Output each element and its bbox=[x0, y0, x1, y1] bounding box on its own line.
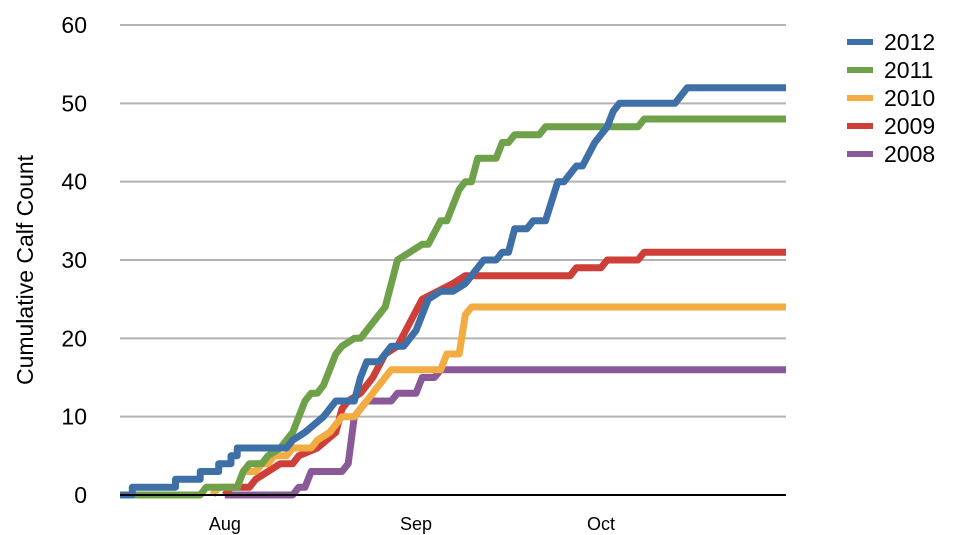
x-tick-label-aug: Aug bbox=[209, 514, 241, 534]
legend-label-2009: 2009 bbox=[884, 113, 935, 139]
axes: 0 10 20 30 40 50 60 Aug Sep Oct Cumulative Calf Co… bbox=[12, 12, 786, 534]
y-tick-label-60: 60 bbox=[61, 12, 87, 38]
y-tick-label-10: 10 bbox=[61, 404, 87, 430]
y-tick-label-40: 40 bbox=[61, 169, 87, 195]
series-line-2011 bbox=[132, 115, 786, 499]
series-line-2012 bbox=[120, 84, 786, 499]
legend-label-2008: 2008 bbox=[884, 141, 935, 167]
y-axis-label: Cumulative Calf Count bbox=[12, 154, 38, 385]
y-tick-label-30: 30 bbox=[61, 247, 87, 273]
series-line-2010 bbox=[209, 303, 786, 498]
series-layer bbox=[120, 84, 786, 499]
y-tick-label-20: 20 bbox=[61, 325, 87, 351]
x-tick-label-sep: Sep bbox=[400, 514, 432, 534]
legend-label-2011: 2011 bbox=[884, 57, 933, 83]
legend-label-2010: 2010 bbox=[884, 85, 935, 111]
y-tick-label-0: 0 bbox=[74, 482, 87, 508]
series-line-2009 bbox=[222, 248, 786, 498]
y-tick-label-50: 50 bbox=[61, 90, 87, 116]
gridlines bbox=[120, 24, 786, 418]
legend-label-2012: 2012 bbox=[884, 29, 935, 55]
x-tick-label-oct: Oct bbox=[587, 514, 615, 534]
